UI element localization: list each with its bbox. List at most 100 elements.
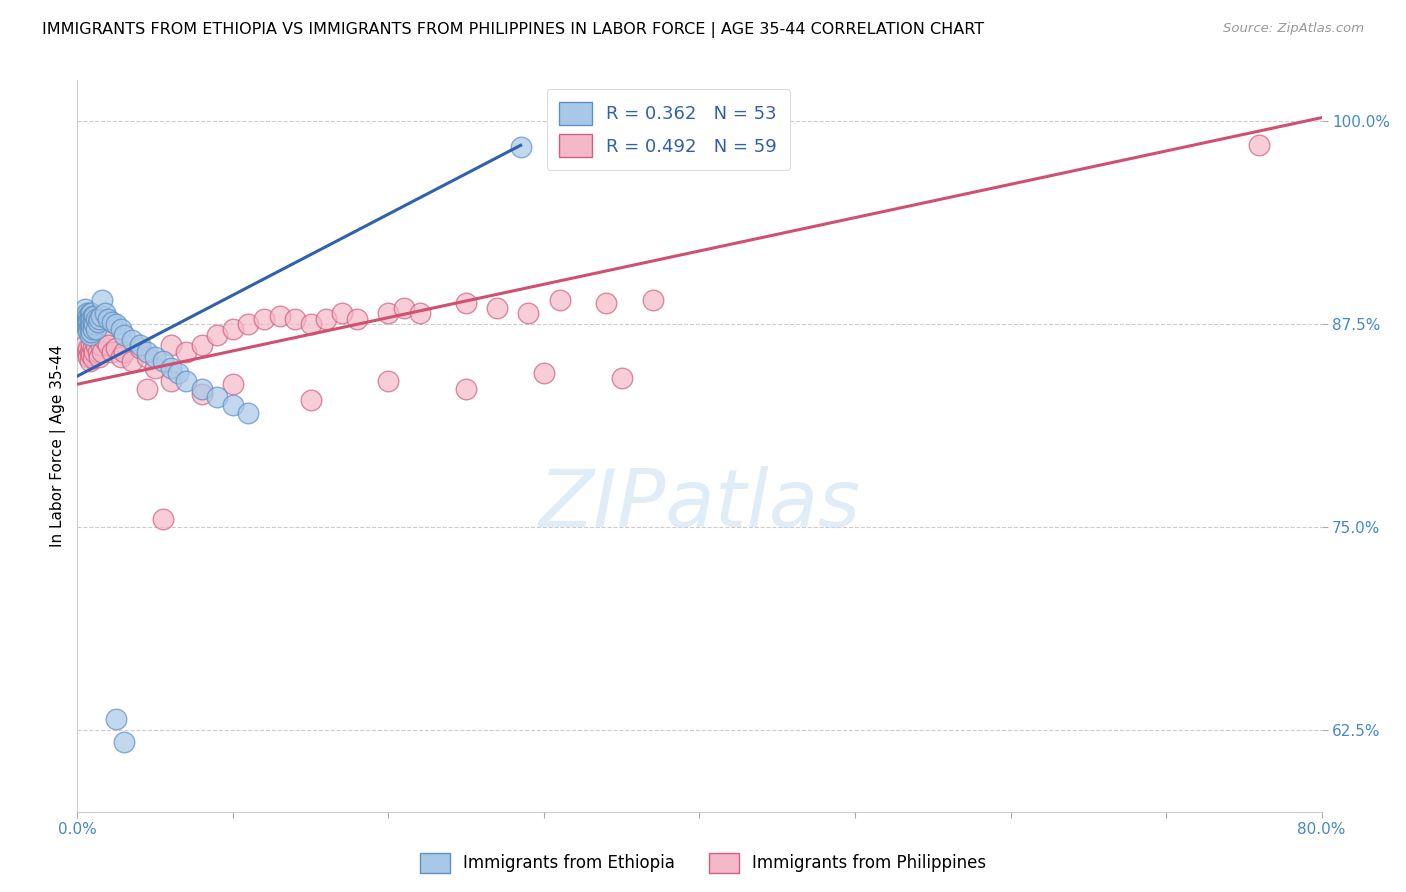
Point — [222, 398, 245, 412]
Point — [159, 361, 181, 376]
Point — [90, 309, 112, 323]
Point — [79, 312, 101, 326]
Point — [75, 317, 97, 331]
Point — [76, 312, 98, 326]
Point — [509, 140, 531, 154]
Point — [136, 382, 159, 396]
Point — [315, 312, 337, 326]
Point — [79, 328, 101, 343]
Text: Source: ZipAtlas.com: Source: ZipAtlas.com — [1223, 22, 1364, 36]
Point — [152, 512, 174, 526]
Point — [97, 312, 120, 326]
Point — [80, 338, 103, 352]
Point — [87, 350, 110, 364]
Point — [83, 317, 105, 331]
Point — [86, 316, 108, 330]
Point — [87, 312, 110, 326]
Point — [190, 338, 214, 352]
Point — [548, 293, 571, 307]
Point — [82, 322, 104, 336]
Point — [456, 382, 478, 396]
Point — [83, 309, 105, 323]
Point — [76, 318, 98, 333]
Point — [84, 322, 107, 336]
Point — [222, 377, 245, 392]
Point — [82, 351, 104, 366]
Point — [408, 306, 430, 320]
Point — [79, 317, 101, 331]
Point — [121, 334, 143, 348]
Point — [77, 350, 100, 364]
Point — [392, 301, 415, 315]
Point — [128, 342, 150, 356]
Point — [94, 334, 117, 348]
Point — [346, 312, 368, 326]
Point — [299, 317, 322, 331]
Point — [456, 296, 478, 310]
Point — [75, 302, 97, 317]
Point — [284, 312, 307, 326]
Point — [82, 316, 104, 330]
Point — [82, 309, 104, 323]
Point — [222, 322, 245, 336]
Point — [167, 366, 190, 380]
Point — [486, 301, 509, 315]
Point — [76, 306, 98, 320]
Y-axis label: In Labor Force | Age 35-44: In Labor Force | Age 35-44 — [51, 345, 66, 547]
Point — [143, 361, 166, 376]
Point — [100, 316, 122, 330]
Point — [76, 344, 98, 359]
Point — [86, 344, 108, 359]
Point — [77, 325, 100, 339]
Legend: Immigrants from Ethiopia, Immigrants from Philippines: Immigrants from Ethiopia, Immigrants fro… — [413, 847, 993, 880]
Point — [80, 348, 103, 362]
Text: IMMIGRANTS FROM ETHIOPIA VS IMMIGRANTS FROM PHILIPPINES IN LABOR FORCE | AGE 35-: IMMIGRANTS FROM ETHIOPIA VS IMMIGRANTS F… — [42, 22, 984, 38]
Text: ZIPatlas: ZIPatlas — [538, 466, 860, 543]
Point — [121, 354, 143, 368]
Point — [110, 350, 132, 364]
Point — [110, 322, 132, 336]
Point — [91, 293, 114, 307]
Point — [136, 350, 159, 364]
Point — [330, 306, 353, 320]
Point — [79, 344, 101, 359]
Point — [112, 328, 135, 343]
Point — [84, 338, 107, 352]
Point — [91, 344, 114, 359]
Point — [112, 344, 135, 359]
Point — [1249, 138, 1271, 153]
Point — [299, 393, 322, 408]
Point — [75, 312, 97, 326]
Point — [143, 350, 166, 364]
Point — [79, 354, 101, 368]
Point — [79, 322, 101, 336]
Point — [238, 317, 260, 331]
Point — [80, 325, 103, 339]
Point — [595, 296, 617, 310]
Point — [517, 306, 540, 320]
Point — [377, 374, 399, 388]
Point — [159, 374, 181, 388]
Point — [533, 366, 555, 380]
Point — [80, 312, 103, 326]
Point — [77, 309, 100, 323]
Point — [269, 309, 291, 323]
Point — [136, 344, 159, 359]
Point — [97, 338, 120, 352]
Point — [610, 370, 633, 384]
Point — [641, 293, 664, 307]
Point — [207, 390, 229, 404]
Legend: R = 0.362   N = 53, R = 0.492   N = 59: R = 0.362 N = 53, R = 0.492 N = 59 — [547, 89, 790, 170]
Point — [84, 312, 107, 326]
Point — [152, 354, 174, 368]
Point — [174, 374, 197, 388]
Point — [77, 316, 100, 330]
Point — [253, 312, 276, 326]
Point — [238, 407, 260, 421]
Point — [105, 317, 128, 331]
Point — [377, 306, 399, 320]
Point — [94, 306, 117, 320]
Point — [72, 309, 94, 323]
Point — [83, 344, 105, 359]
Point — [76, 316, 98, 330]
